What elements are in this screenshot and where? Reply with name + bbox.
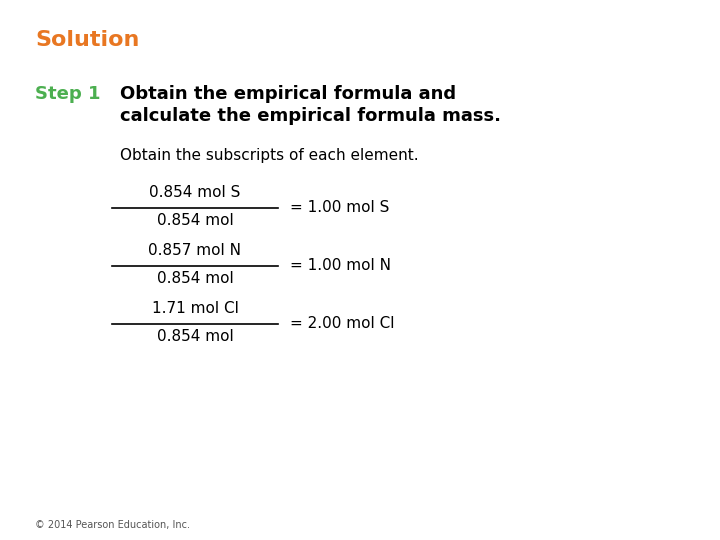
Text: 0.854 mol S: 0.854 mol S [149,185,240,200]
Text: 0.857 mol N: 0.857 mol N [148,243,241,258]
Text: = 1.00 mol S: = 1.00 mol S [290,199,390,214]
Text: 0.854 mol: 0.854 mol [157,213,233,228]
Text: Solution: Solution [35,30,140,50]
Text: = 2.00 mol Cl: = 2.00 mol Cl [290,315,395,330]
Text: = 1.00 mol N: = 1.00 mol N [290,258,391,273]
Text: 0.854 mol: 0.854 mol [157,329,233,344]
Text: calculate the empirical formula mass.: calculate the empirical formula mass. [120,107,501,125]
Text: Step 1: Step 1 [35,85,101,103]
Text: 0.854 mol: 0.854 mol [157,271,233,286]
Text: © 2014 Pearson Education, Inc.: © 2014 Pearson Education, Inc. [35,520,190,530]
Text: 1.71 mol Cl: 1.71 mol Cl [152,301,238,316]
Text: Obtain the subscripts of each element.: Obtain the subscripts of each element. [120,148,418,163]
Text: Obtain the empirical formula and: Obtain the empirical formula and [120,85,456,103]
